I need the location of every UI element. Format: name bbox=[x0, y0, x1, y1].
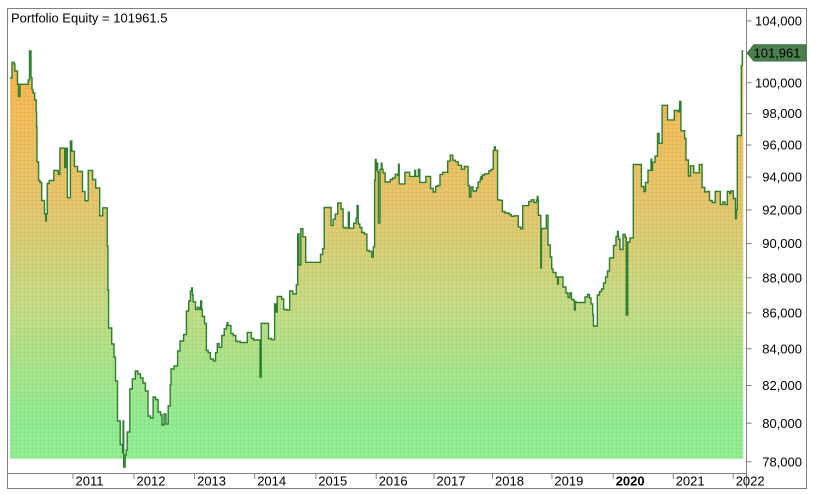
svg-text:78,000: 78,000 bbox=[762, 454, 802, 469]
svg-text:88,000: 88,000 bbox=[762, 270, 802, 285]
svg-text:2014: 2014 bbox=[257, 474, 286, 489]
svg-text:Portfolio Equity = 101961.5: Portfolio Equity = 101961.5 bbox=[11, 11, 167, 26]
svg-text:2020: 2020 bbox=[616, 474, 645, 489]
svg-text:2021: 2021 bbox=[676, 474, 705, 489]
svg-text:2011: 2011 bbox=[76, 474, 104, 489]
svg-text:2018: 2018 bbox=[495, 474, 524, 489]
svg-text:100,000: 100,000 bbox=[755, 75, 802, 90]
svg-text:84,000: 84,000 bbox=[762, 341, 802, 356]
svg-text:2012: 2012 bbox=[137, 474, 166, 489]
svg-text:98,000: 98,000 bbox=[762, 106, 802, 121]
svg-text:80,000: 80,000 bbox=[762, 416, 802, 431]
svg-text:90,000: 90,000 bbox=[762, 236, 802, 251]
svg-text:94,000: 94,000 bbox=[762, 170, 802, 185]
svg-text:86,000: 86,000 bbox=[762, 306, 802, 321]
svg-text:2019: 2019 bbox=[554, 474, 583, 489]
svg-text:92,000: 92,000 bbox=[762, 203, 802, 218]
svg-text:2013: 2013 bbox=[197, 474, 226, 489]
svg-text:2017: 2017 bbox=[437, 474, 466, 489]
svg-text:2015: 2015 bbox=[318, 474, 347, 489]
svg-text:101,961: 101,961 bbox=[754, 46, 801, 61]
svg-text:104,000: 104,000 bbox=[755, 14, 802, 29]
svg-text:2016: 2016 bbox=[379, 474, 408, 489]
svg-text:82,000: 82,000 bbox=[762, 378, 802, 393]
svg-text:96,000: 96,000 bbox=[762, 138, 802, 153]
svg-text:2022: 2022 bbox=[736, 474, 765, 489]
